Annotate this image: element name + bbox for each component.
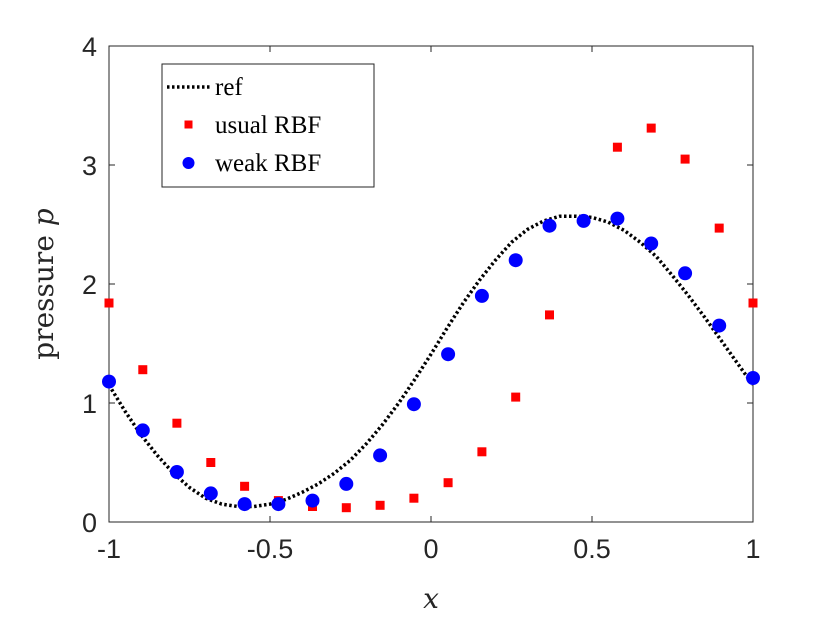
weak-rbf-point xyxy=(542,218,557,233)
usual-rbf-point xyxy=(138,365,148,375)
y-axis-label-text: pressure xyxy=(27,226,60,360)
weak-rbf-point xyxy=(678,266,693,281)
weak-rbf-point xyxy=(237,497,252,512)
legend-ref-label: ref xyxy=(215,74,243,101)
y-tick-label: 2 xyxy=(82,270,97,300)
usual-rbf-point xyxy=(240,481,250,491)
legend-weak-rbf-label: weak RBF xyxy=(215,150,321,177)
y-tick-label: 1 xyxy=(82,389,97,419)
weak-rbf-point xyxy=(169,465,184,479)
usual-rbf-point xyxy=(646,123,656,133)
legend: ref usual RBF weak RBF xyxy=(161,63,375,188)
weak-rbf-point xyxy=(610,211,625,226)
data-series xyxy=(102,123,760,513)
legend-box xyxy=(161,63,375,188)
x-axis-ticks: -1 -0.5 0 0.5 1 xyxy=(97,46,761,564)
y-tick-label: 3 xyxy=(82,151,97,181)
weak-rbf-point xyxy=(135,423,150,438)
weak-rbf-point xyxy=(712,318,727,333)
usual-rbf-point xyxy=(206,458,216,467)
usual-rbf-point xyxy=(545,310,554,320)
usual-rbf-point xyxy=(443,478,453,488)
weak-rbf-point xyxy=(406,397,421,412)
y-axis-label-symbol: p xyxy=(27,208,60,226)
usual-rbf-point xyxy=(172,418,182,428)
y-tick-label: 4 xyxy=(82,32,97,62)
weak-rbf-point xyxy=(746,371,760,385)
usual-rbf-point xyxy=(477,447,487,457)
weak-rbf-point xyxy=(441,347,456,362)
usual-rbf-point xyxy=(341,503,351,513)
usual-rbf-point xyxy=(714,223,724,233)
weak-rbf-point xyxy=(271,497,286,512)
usual-rbf-point xyxy=(612,142,622,152)
y-tick-label: 0 xyxy=(82,508,97,538)
usual-rbf-point xyxy=(375,500,385,510)
usual-rbf-point xyxy=(680,154,690,164)
weak-rbf-point xyxy=(474,288,489,303)
weak-rbf-point xyxy=(102,374,116,389)
weak-rbf-point xyxy=(203,486,218,501)
x-tick-label: 0 xyxy=(423,534,438,564)
usual-rbf-point xyxy=(748,298,758,308)
legend-weak-rbf-swatch xyxy=(182,157,195,169)
x-tick-label: -1 xyxy=(97,534,121,564)
usual-rbf-point xyxy=(409,493,419,503)
legend-usual-rbf-swatch xyxy=(184,120,193,129)
x-tick-label: -0.5 xyxy=(247,534,294,564)
usual-rbf-point xyxy=(104,298,114,308)
weak-rbf-point xyxy=(644,236,659,251)
x-tick-label: 0.5 xyxy=(573,534,611,564)
x-axis-label: x xyxy=(423,582,439,615)
y-axis-ticks: 0 1 2 3 4 xyxy=(82,32,753,538)
y-axis-label: pressure p xyxy=(27,208,60,360)
legend-usual-rbf-label: usual RBF xyxy=(215,112,321,139)
usual-rbf-point xyxy=(511,392,521,402)
weak-rbf-point xyxy=(305,493,320,508)
x-tick-label: 1 xyxy=(745,534,760,564)
weak-rbf-point xyxy=(373,448,388,463)
weak-rbf-point xyxy=(508,253,523,268)
weak-rbf-point xyxy=(339,476,354,491)
weak-rbf-point xyxy=(576,213,591,228)
